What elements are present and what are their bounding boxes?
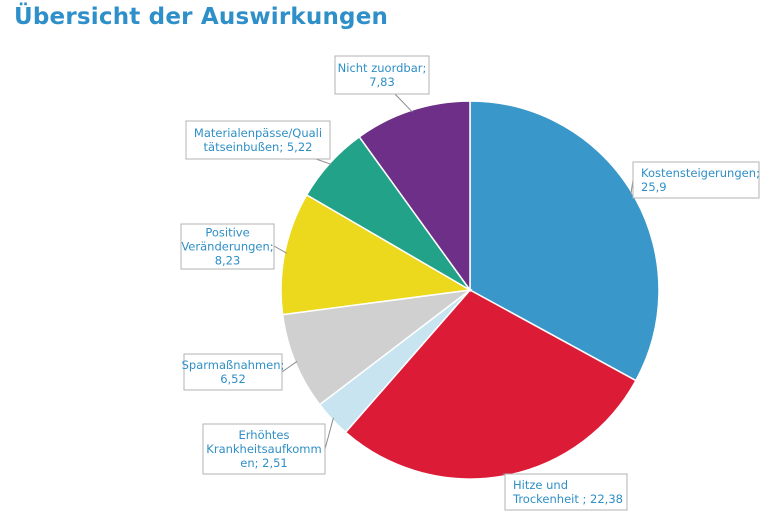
slice-label: Nicht zuordbar; 7,83 [338,61,427,89]
slice-label: Positive Veränderungen; 8,23 [181,226,273,268]
label-box [202,423,326,475]
slice-label: Kostensteigerungen; 25,9 [641,166,760,194]
pie-slice-positive-veränderungen [280,193,473,316]
label-leader-line [273,245,287,254]
label-box [180,223,275,270]
label-leader-line [281,360,298,373]
label-box [632,161,760,199]
label-box [334,55,430,95]
label-leader-line [394,93,413,113]
slice-label: Erhöhtes Krankheitsaufkomm en; 2,51 [206,428,321,470]
pie-slice-kostensteigerungen [469,100,660,382]
label-leader-line [315,158,332,165]
pie-slices [280,100,660,480]
pie-slice-nicht-zuordbar [358,100,471,293]
slice-label: Hitze und Trockenheit ; 22,38 [512,478,623,506]
label-box [185,120,331,160]
pie-slice-hitze-und-trockenheit [344,289,637,480]
chart-title: Übersicht der Auswirkungen [14,4,389,30]
slice-labels: Kostensteigerungen; 25,9 Hitze und Trockenh… [180,55,760,511]
label-box [504,473,628,511]
label-leader-line [324,417,334,450]
label-box [183,353,283,391]
slice-label: Materialenpässe/Quali tätseinbußen; 5,22 [194,126,322,154]
slice-label: Sparmaßnahmen; 6,52 [182,358,285,386]
